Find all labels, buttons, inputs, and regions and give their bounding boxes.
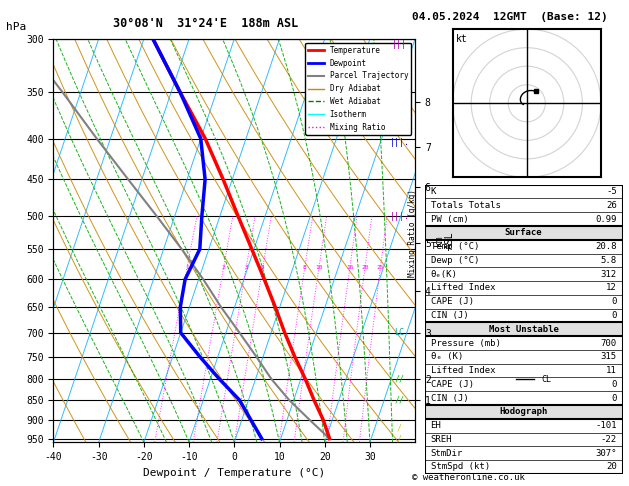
Text: 1: 1 <box>185 265 189 270</box>
Text: 26: 26 <box>606 201 617 210</box>
Text: 312: 312 <box>601 270 617 278</box>
Text: Most Unstable: Most Unstable <box>489 325 559 334</box>
Text: 12: 12 <box>606 283 617 293</box>
Text: 11: 11 <box>606 366 617 375</box>
Text: /: / <box>397 423 402 432</box>
Text: 20.8: 20.8 <box>595 242 617 251</box>
Text: hPa: hPa <box>6 22 26 32</box>
X-axis label: Dewpoint / Temperature (°C): Dewpoint / Temperature (°C) <box>143 468 325 478</box>
Text: K: K <box>430 187 436 196</box>
Text: 0: 0 <box>611 297 617 306</box>
Text: 20: 20 <box>606 463 617 471</box>
Text: 0.99: 0.99 <box>595 215 617 224</box>
Text: EH: EH <box>430 421 442 430</box>
FancyBboxPatch shape <box>425 322 623 336</box>
Text: LC: LC <box>394 328 404 337</box>
Text: CAPE (J): CAPE (J) <box>430 380 474 389</box>
Text: /: / <box>397 434 402 443</box>
Text: |||.: |||. <box>389 139 409 147</box>
Text: 0: 0 <box>611 311 617 320</box>
Text: Totals Totals: Totals Totals <box>430 201 501 210</box>
FancyBboxPatch shape <box>425 226 623 240</box>
Text: StmSpd (kt): StmSpd (kt) <box>430 463 489 471</box>
Text: 0: 0 <box>611 394 617 402</box>
FancyBboxPatch shape <box>425 405 623 419</box>
Text: |||: ||| <box>392 40 407 49</box>
Text: 4: 4 <box>261 265 265 270</box>
Y-axis label: km
ASL: km ASL <box>433 232 455 249</box>
Text: 3: 3 <box>244 265 248 270</box>
Text: -22: -22 <box>601 435 617 444</box>
Text: 8: 8 <box>303 265 307 270</box>
Text: SREH: SREH <box>430 435 452 444</box>
Text: CL: CL <box>542 375 552 383</box>
Text: 20: 20 <box>361 265 369 270</box>
Text: kt: kt <box>455 34 467 44</box>
Text: 5.8: 5.8 <box>601 256 617 265</box>
Text: Hodograph: Hodograph <box>499 407 548 417</box>
Text: StmDir: StmDir <box>430 449 463 458</box>
Text: 2: 2 <box>221 265 225 270</box>
Text: 307°: 307° <box>595 449 617 458</box>
Text: CIN (J): CIN (J) <box>430 311 468 320</box>
Text: CIN (J): CIN (J) <box>430 394 468 402</box>
Text: Dewp (°C): Dewp (°C) <box>430 256 479 265</box>
Text: 25: 25 <box>377 265 384 270</box>
Legend: Temperature, Dewpoint, Parcel Trajectory, Dry Adiabat, Wet Adiabat, Isotherm, Mi: Temperature, Dewpoint, Parcel Trajectory… <box>305 43 411 135</box>
Text: Surface: Surface <box>505 228 542 237</box>
Text: Lifted Index: Lifted Index <box>430 366 495 375</box>
Text: 10: 10 <box>315 265 323 270</box>
Text: Pressure (mb): Pressure (mb) <box>430 339 501 347</box>
Text: Lifted Index: Lifted Index <box>430 283 495 293</box>
Text: PW (cm): PW (cm) <box>430 215 468 224</box>
Text: θₑ (K): θₑ (K) <box>430 352 463 361</box>
Text: //: // <box>394 375 404 383</box>
Text: //: // <box>394 396 404 404</box>
Text: 16: 16 <box>346 265 353 270</box>
Text: 04.05.2024  12GMT  (Base: 12): 04.05.2024 12GMT (Base: 12) <box>412 12 608 22</box>
Text: © weatheronline.co.uk: © weatheronline.co.uk <box>412 473 525 482</box>
Text: θₑ(K): θₑ(K) <box>430 270 457 278</box>
Text: |||.: |||. <box>389 211 409 221</box>
Text: -5: -5 <box>606 187 617 196</box>
Text: CAPE (J): CAPE (J) <box>430 297 474 306</box>
Text: Temp (°C): Temp (°C) <box>430 242 479 251</box>
Text: 700: 700 <box>601 339 617 347</box>
Text: 30°08'N  31°24'E  188m ASL: 30°08'N 31°24'E 188m ASL <box>113 17 299 30</box>
Text: 315: 315 <box>601 352 617 361</box>
Text: 0: 0 <box>611 380 617 389</box>
Text: Mixing Ratio (g/kg): Mixing Ratio (g/kg) <box>408 190 416 277</box>
Text: -101: -101 <box>595 421 617 430</box>
